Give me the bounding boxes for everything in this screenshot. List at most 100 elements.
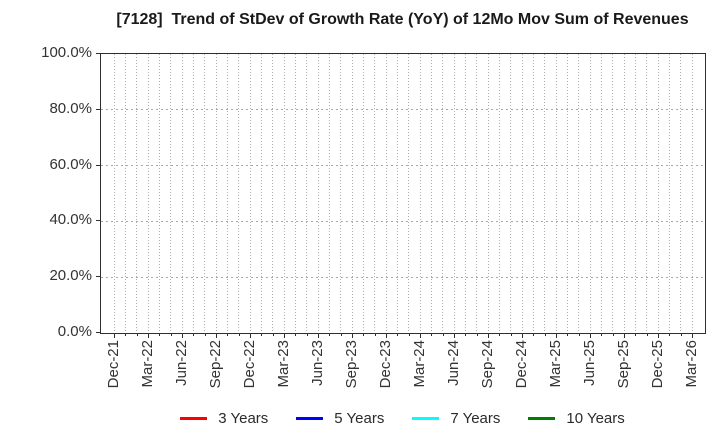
gridline-vertical bbox=[532, 54, 534, 333]
gridline-vertical bbox=[566, 54, 568, 333]
x-tick-mark bbox=[386, 334, 387, 338]
legend-item: 5 Years bbox=[296, 410, 384, 427]
gridline-horizontal bbox=[101, 276, 705, 278]
legend-item: 7 Years bbox=[412, 410, 500, 427]
gridline-vertical bbox=[260, 54, 262, 333]
x-tick-label: Mar-24 bbox=[411, 340, 428, 388]
y-tick-mark bbox=[96, 220, 100, 222]
x-tick-mark bbox=[397, 334, 399, 336]
x-tick-mark bbox=[159, 334, 161, 336]
x-tick-label: Jun-23 bbox=[309, 340, 326, 386]
gridline-vertical bbox=[623, 54, 625, 333]
gridline-vertical bbox=[600, 54, 602, 333]
gridline-vertical bbox=[453, 54, 455, 333]
gridline-vertical bbox=[680, 54, 682, 333]
gridline-vertical bbox=[476, 54, 478, 333]
x-tick-mark bbox=[488, 334, 489, 338]
x-tick-label: Dec-22 bbox=[241, 340, 258, 389]
gridline-vertical bbox=[181, 54, 183, 333]
gridline-vertical bbox=[351, 54, 353, 333]
x-tick-label: Sep-22 bbox=[207, 340, 224, 389]
x-tick-mark bbox=[522, 334, 523, 338]
x-tick-mark bbox=[318, 334, 319, 338]
y-tick-label: 100.0% bbox=[41, 44, 92, 61]
gridline-vertical bbox=[634, 54, 636, 333]
x-tick-mark bbox=[170, 334, 172, 336]
legend-line-swatch bbox=[528, 416, 556, 420]
x-tick-mark bbox=[272, 334, 274, 336]
legend-line-swatch bbox=[412, 416, 440, 420]
x-tick-mark bbox=[238, 334, 240, 336]
x-tick-label: Mar-23 bbox=[275, 340, 292, 388]
x-tick-mark bbox=[295, 334, 297, 336]
x-tick-label: Jun-22 bbox=[173, 340, 190, 386]
x-tick-label: Sep-23 bbox=[343, 340, 360, 389]
x-tick-mark bbox=[125, 334, 127, 336]
x-tick-mark bbox=[533, 334, 535, 336]
gridline-vertical bbox=[430, 54, 432, 333]
x-tick-mark bbox=[352, 334, 353, 338]
gridline-vertical bbox=[170, 54, 172, 333]
x-tick-label: Mar-22 bbox=[139, 340, 156, 388]
y-tick-mark bbox=[96, 276, 100, 278]
gridline-vertical bbox=[272, 54, 274, 333]
gridline-vertical bbox=[113, 54, 115, 333]
y-tick-label: 40.0% bbox=[49, 211, 92, 229]
x-tick-mark bbox=[578, 334, 580, 336]
gridline-vertical bbox=[419, 54, 421, 333]
x-tick-mark bbox=[601, 334, 603, 336]
x-tick-mark bbox=[363, 334, 365, 336]
gridline-vertical bbox=[668, 54, 670, 333]
gridline-vertical bbox=[362, 54, 364, 333]
gridline-vertical bbox=[408, 54, 410, 333]
gridline-vertical bbox=[498, 54, 500, 333]
gridline-vertical bbox=[147, 54, 149, 333]
gridline-vertical bbox=[136, 54, 138, 333]
gridline-vertical bbox=[646, 54, 648, 333]
y-tick-label: 0.0% bbox=[57, 323, 92, 340]
gridline-horizontal bbox=[101, 165, 705, 167]
gridline-vertical bbox=[521, 54, 523, 333]
gridline-vertical bbox=[294, 54, 296, 333]
x-tick-label: Jun-25 bbox=[581, 340, 598, 386]
x-tick-mark bbox=[612, 334, 614, 336]
x-tick-mark bbox=[250, 334, 251, 338]
y-tick-label: 60.0% bbox=[49, 155, 92, 173]
gridline-vertical bbox=[396, 54, 398, 333]
x-tick-mark bbox=[193, 334, 195, 336]
x-tick-mark bbox=[216, 334, 217, 338]
x-tick-mark bbox=[306, 334, 308, 336]
chart-legend: 3 Years 5 Years 7 Years 10 Years bbox=[100, 405, 705, 431]
gridline-vertical bbox=[578, 54, 580, 333]
y-tick-label: 80.0% bbox=[49, 99, 92, 117]
x-tick-mark bbox=[204, 334, 206, 336]
gridline-vertical bbox=[283, 54, 285, 333]
x-tick-label: Jun-24 bbox=[445, 340, 462, 386]
gridline-vertical bbox=[555, 54, 557, 333]
x-tick-mark bbox=[635, 334, 637, 336]
gridline-vertical bbox=[612, 54, 614, 333]
gridline-vertical bbox=[249, 54, 251, 333]
gridline-vertical bbox=[544, 54, 546, 333]
gridline-vertical bbox=[158, 54, 160, 333]
x-tick-mark bbox=[646, 334, 648, 336]
x-tick-mark bbox=[499, 334, 501, 336]
x-tick-label: Dec-21 bbox=[105, 340, 122, 389]
x-tick-mark bbox=[669, 334, 671, 336]
gridline-horizontal bbox=[101, 109, 705, 111]
x-tick-mark bbox=[680, 334, 682, 336]
legend-label: 3 Years bbox=[218, 409, 269, 427]
y-tick-label: 20.0% bbox=[49, 267, 92, 285]
x-tick-mark bbox=[420, 334, 421, 338]
x-tick-label: Dec-24 bbox=[513, 340, 530, 389]
gridline-vertical bbox=[487, 54, 489, 333]
x-tick-mark bbox=[261, 334, 263, 336]
x-tick-label: Mar-25 bbox=[547, 340, 564, 388]
legend-label: 5 Years bbox=[334, 409, 385, 427]
plot-area bbox=[100, 53, 706, 334]
gridline-vertical bbox=[328, 54, 330, 333]
x-tick-mark bbox=[329, 334, 331, 336]
legend-item: 10 Years bbox=[528, 410, 625, 427]
x-tick-mark bbox=[476, 334, 478, 336]
